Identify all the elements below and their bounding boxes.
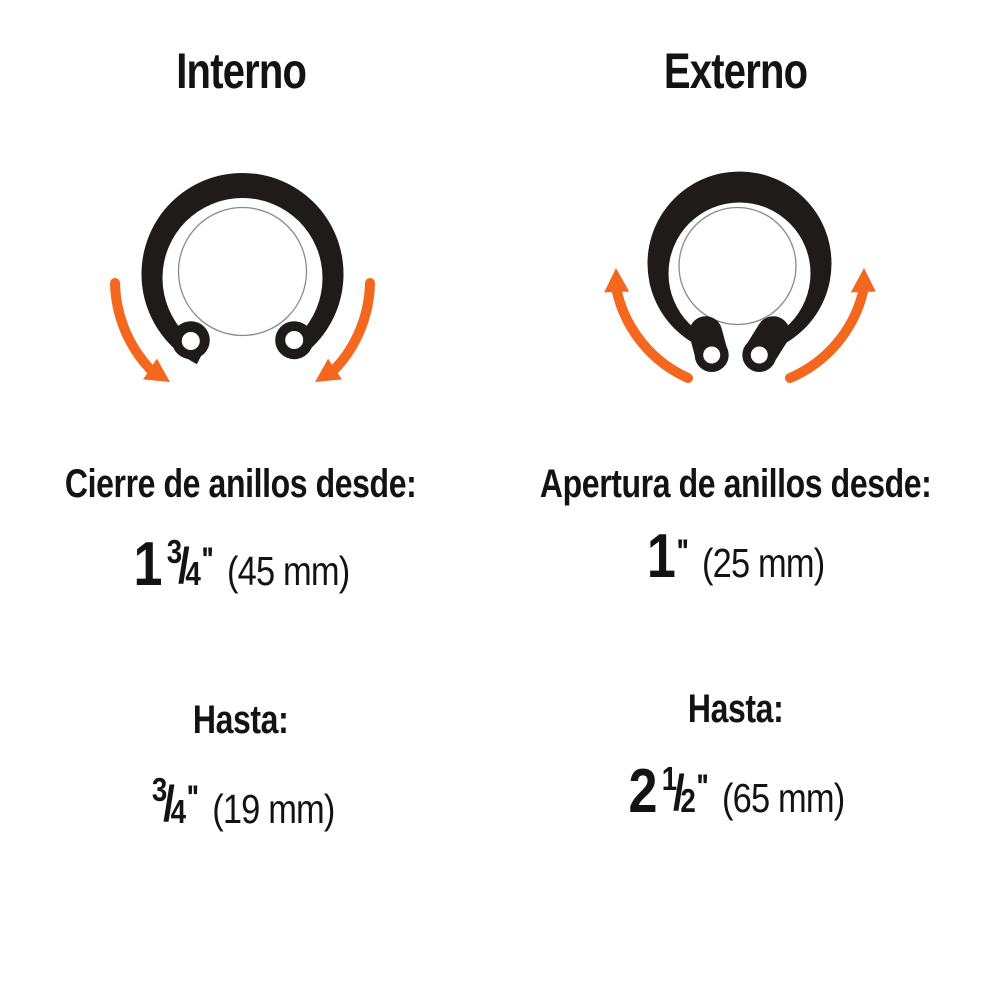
column-interno: Interno Cierre de anillos desde: 1 3/4''(…: [0, 0, 491, 1000]
closing-arrow-right-head: [315, 358, 342, 382]
column-title-externo: Externo: [664, 43, 808, 99]
ring-end-hole-left: [703, 346, 721, 364]
fraction-slash: /: [177, 538, 189, 594]
metric-size: (45 mm): [226, 548, 350, 594]
column-title-interno: Interno: [176, 43, 307, 99]
column-externo: Externo Apertura de anillos desde: 1'': [486, 0, 986, 1000]
opening-arrow-left-curve: [612, 287, 693, 383]
hasta-label-interno: Hasta:: [193, 698, 289, 742]
fraction-denominator: 2: [679, 782, 695, 819]
fraction-denominator: 4: [184, 555, 200, 592]
internal-snap-ring-figure: [110, 172, 375, 414]
fraction-numerator: 3: [152, 771, 167, 808]
size-to-interno: 3/4'' (19 mm): [147, 756, 335, 846]
ring-end-hole-left: [181, 332, 200, 350]
size-whole: 2: [628, 757, 657, 826]
fraction-numerator: 3: [166, 533, 181, 570]
ring-end-hole-right: [285, 331, 304, 349]
ring-gap-mask: [689, 263, 790, 414]
hasta-label-externo: Hasta:: [688, 687, 784, 731]
caption-apertura: Apertura de anillos desde:: [540, 462, 932, 506]
fraction-slash: /: [672, 765, 684, 821]
opening-arrow-right-head: [850, 268, 876, 293]
opening-arrows-icon: [604, 268, 876, 383]
closing-arrow-left-head: [143, 358, 170, 382]
size-whole: 1: [647, 522, 676, 591]
fraction-slash: /: [163, 776, 175, 832]
inch-marks: '': [696, 768, 708, 806]
closing-arrow-left-curve: [110, 278, 155, 374]
size-to-externo: 2 1/2'' (65 mm): [628, 745, 845, 835]
closing-arrows-icon: [110, 278, 375, 382]
metric-size: (25 mm): [702, 540, 825, 586]
bore-circle: [177, 206, 308, 337]
external-snap-ring-figure: [604, 171, 876, 414]
fraction-numerator: 1: [661, 760, 676, 797]
inch-marks: '': [677, 533, 689, 571]
opening-arrow-left-head: [604, 268, 630, 293]
inch-marks: '': [187, 779, 199, 817]
size-from-interno: 1 3/4'' (45 mm): [133, 518, 350, 608]
shaft-circle: [678, 206, 797, 326]
metric-size: (19 mm): [212, 786, 336, 832]
inch-marks: '': [201, 541, 213, 579]
closing-arrow-right-curve: [330, 278, 375, 374]
fraction-denominator: 4: [170, 793, 186, 830]
opening-arrow-right-curve: [785, 287, 868, 383]
size-whole: 1: [133, 530, 162, 599]
ring-end-hole-right: [750, 346, 768, 364]
size-from-externo: 1'' (25 mm): [647, 518, 825, 597]
ring-gap-mask: [171, 274, 314, 414]
caption-cierre: Cierre de anillos desde:: [65, 462, 417, 506]
metric-size: (65 mm): [721, 775, 845, 821]
ring-body: [647, 171, 832, 356]
